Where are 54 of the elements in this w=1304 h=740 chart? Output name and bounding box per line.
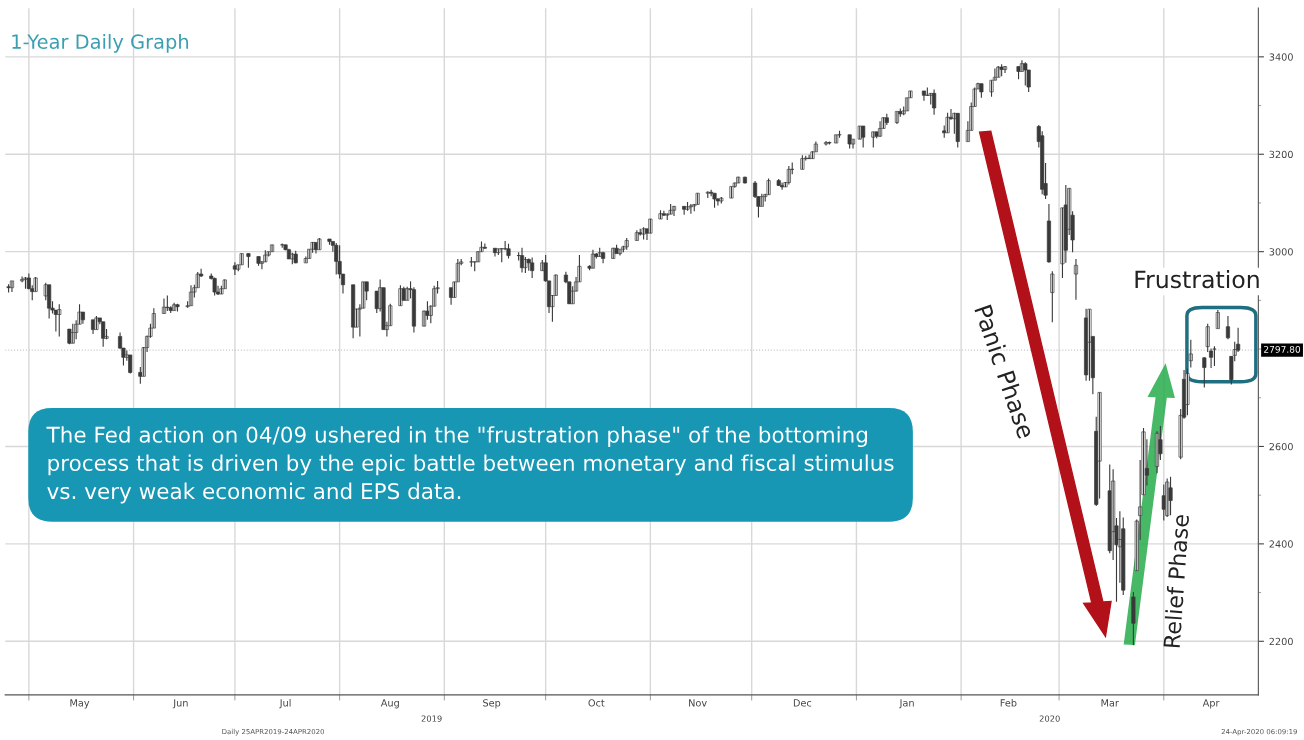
candlestick xyxy=(1131,591,1136,646)
y-tick-label: 3400 xyxy=(1269,53,1293,61)
candlestick xyxy=(945,112,950,134)
candlestick xyxy=(1023,61,1028,87)
candlestick xyxy=(1202,356,1207,389)
y-tick-label: 3200 xyxy=(1269,150,1293,159)
x-tick-label: Jun xyxy=(172,699,188,709)
x-tick-label: Apr xyxy=(1202,699,1220,709)
candlestick xyxy=(334,242,339,276)
candlestick xyxy=(1188,339,1193,369)
x-tick-label: Sep xyxy=(483,699,501,709)
candlestick xyxy=(1185,367,1190,416)
y-tick-label: 2200 xyxy=(1269,637,1293,646)
x-tick-label: Mar xyxy=(1101,699,1119,707)
x-tick-label: Feb xyxy=(1000,699,1017,707)
candlestick xyxy=(827,141,832,146)
text: 2019 xyxy=(421,715,442,722)
candlestick xyxy=(685,201,690,212)
x-tick-label: Jan xyxy=(899,699,914,709)
annotation: The Fed action on 04/09 ushered in the "frustration phase" of the bottoming process that is driven by the epic battle between monetary and fiscal stimulus vs. very weak economic and EPS data. xyxy=(46,426,894,504)
y-tick-label: 2400 xyxy=(1269,540,1293,548)
candlestick xyxy=(317,237,322,251)
candlestick xyxy=(239,253,244,266)
candlestick xyxy=(884,113,889,126)
candlestick xyxy=(989,79,994,98)
candlestick xyxy=(1168,476,1173,516)
annotation: Frustration xyxy=(1135,270,1259,289)
candlestick xyxy=(256,255,261,267)
candlestick xyxy=(729,185,734,199)
y-tick-label: 3000 xyxy=(1269,248,1293,256)
x-tick-label: May xyxy=(70,699,90,709)
candlestick xyxy=(57,303,62,337)
x-tick-label: Oct xyxy=(588,699,605,707)
candlestick xyxy=(658,209,663,220)
annotation: Relief Phase xyxy=(1162,514,1190,648)
candlestick xyxy=(6,283,11,294)
candlestick xyxy=(101,321,106,348)
candlestick xyxy=(1215,309,1220,330)
candlestick xyxy=(212,276,217,297)
x-tick-label: Nov xyxy=(689,699,707,707)
candlestick xyxy=(23,276,28,290)
candlestick xyxy=(1050,270,1055,323)
candlestick xyxy=(712,192,717,209)
candlestick xyxy=(128,354,133,374)
text: 1-Year Daily Graph xyxy=(12,33,189,53)
candlestick xyxy=(834,134,839,144)
ref-line-label: 2797.80 xyxy=(1264,345,1301,353)
x-tick-label: Dec xyxy=(793,699,812,707)
x-tick-label: Jul xyxy=(279,699,291,709)
candlestick xyxy=(955,112,960,148)
y-tick-label: 2600 xyxy=(1269,442,1293,451)
text: 2020 xyxy=(1039,715,1060,722)
x-tick-label: Aug xyxy=(380,699,399,709)
annotation: Panic Phase xyxy=(974,304,1036,440)
